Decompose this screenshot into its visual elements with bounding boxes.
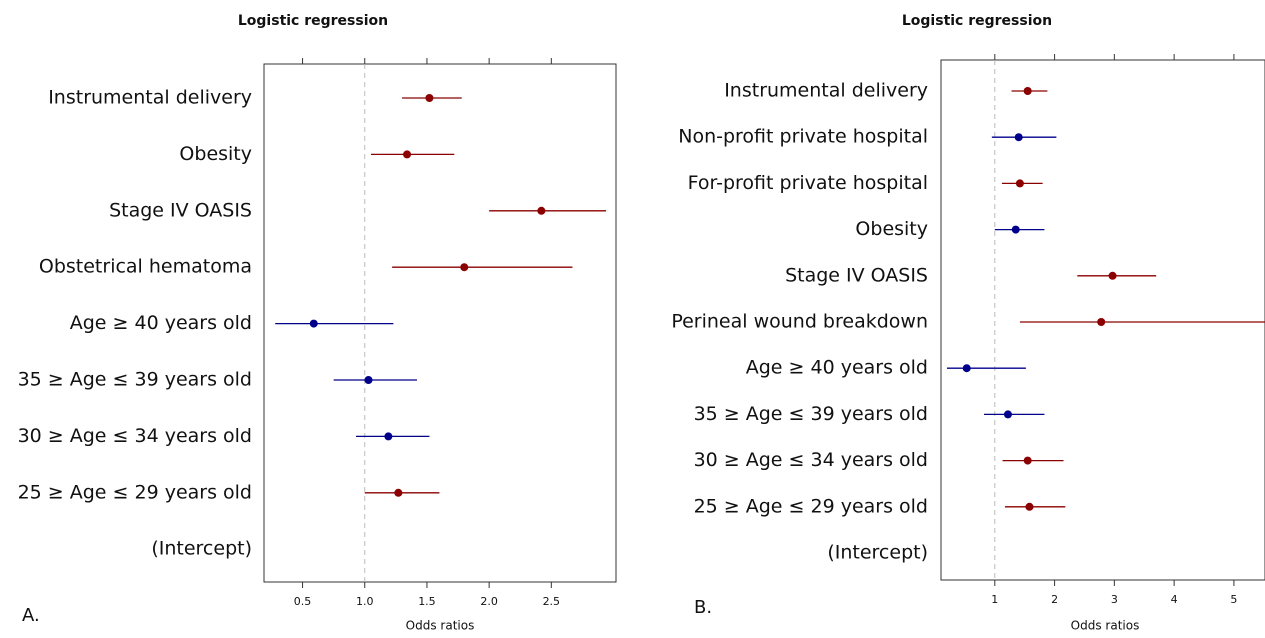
category-label: 25 ≥ Age ≤ 29 years old [694,495,928,517]
point-estimate [403,150,412,159]
x-axis-label: Odds ratios [406,619,475,633]
category-label: Age ≥ 40 years old [70,312,252,334]
point-estimate [1097,318,1106,326]
category-label: Stage IV OASIS [785,264,928,286]
x-tick-label: 2 [1051,593,1058,606]
point-estimate [1014,133,1023,142]
category-label: 30 ≥ Age ≤ 34 years old [694,449,928,471]
category-label: (Intercept) [151,538,252,560]
plot-area [275,94,607,497]
x-tick-label: 1 [991,593,998,606]
x-axis-label: Odds ratios [1071,619,1140,633]
point-estimate [1108,271,1117,280]
panel-label: A. [22,605,40,626]
x-tick-label: 2.0 [480,595,498,608]
point-estimate [394,488,403,497]
category-label: Perineal wound breakdown [671,311,928,333]
x-tick-label: 1.0 [356,595,374,608]
point-estimate [309,319,318,328]
point-estimate [425,94,434,102]
category-label: Obstetrical hematoma [39,256,252,278]
panel-label: B. [694,597,712,618]
chart-title: Logistic regression [238,13,388,29]
category-label: Age ≥ 40 years old [746,357,928,379]
point-estimate [364,376,373,384]
point-estimate [1023,456,1032,465]
x-tick-label: 5 [1230,593,1237,606]
category-label: Stage IV OASIS [109,199,252,221]
category-label: Instrumental delivery [724,80,928,102]
point-estimate [537,206,546,215]
x-tick-label: 0.5 [294,595,312,608]
category-label: Obesity [855,218,928,240]
plot-frame [940,59,1265,581]
category-label: For-profit private hospital [688,172,928,194]
category-label: 25 ≥ Age ≤ 29 years old [18,481,252,503]
point-estimate [460,263,469,272]
point-estimate [962,364,971,373]
chart-title: Logistic regression [902,13,1052,29]
point-estimate [1003,410,1012,419]
category-label: 35 ≥ Age ≤ 39 years old [18,369,252,391]
x-tick-label: 1.5 [418,595,436,608]
point-estimate [1015,179,1024,188]
x-tick-label: 3 [1111,593,1118,606]
plot-frame [263,63,617,583]
category-label: Instrumental delivery [48,87,252,109]
category-label: 35 ≥ Age ≤ 39 years old [694,403,928,425]
category-label: (Intercept) [827,542,928,564]
x-tick-label: 2.5 [543,595,561,608]
point-estimate [1011,225,1020,234]
point-estimate [384,432,393,441]
category-label: Non-profit private hospital [678,126,928,148]
point-estimate [1025,502,1034,511]
x-tick-label: 4 [1171,593,1178,606]
plot-area [946,87,1265,511]
point-estimate [1023,87,1032,95]
category-label: 30 ≥ Age ≤ 34 years old [18,425,252,447]
category-label: Obesity [179,143,252,165]
